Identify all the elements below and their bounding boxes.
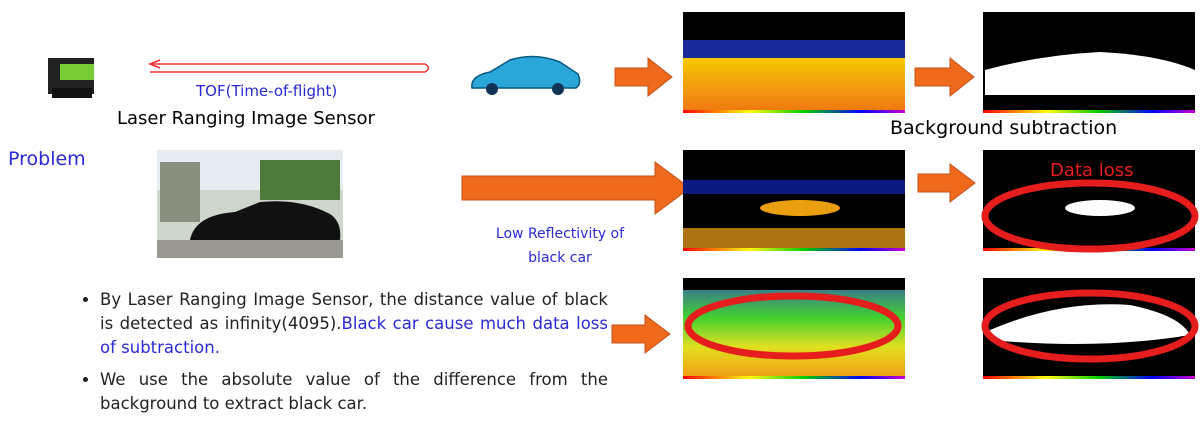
tof-label: TOF(Time-of-flight) [196,82,338,100]
arrows [461,56,976,355]
subtraction-image [983,12,1195,113]
reflectivity-label: Low Reflectivity of black car [470,222,650,270]
laser-beam [147,59,430,73]
car-wheel [486,83,498,95]
depth-image [683,278,905,379]
label-line: Low Reflectivity of [495,226,625,242]
caption: Background subtraction [890,117,1118,139]
bullet: We use the absolute value of the differe… [100,368,608,416]
bullet-list: By Laser Ranging Image Sensor, the dista… [48,288,608,424]
bullet-text: By Laser Ranging Image Sensor, the dista… [100,290,608,333]
sensor-label: Laser Ranging Image Sensor [117,108,375,129]
bullet-highlight: Black car cause much data loss of subtra… [100,314,608,357]
sensor-icon [48,58,94,98]
car-wheel [552,83,564,95]
subtraction-image [981,278,1199,379]
data-loss-label: Data loss [1050,160,1134,181]
bullet: By Laser Ranging Image Sensor, the dista… [100,288,608,360]
photo [157,150,343,258]
subtraction-image [981,150,1199,253]
label-line: black car [528,250,592,266]
bullet-text: We use the absolute value of the differe… [100,370,608,413]
car-icon [471,55,581,89]
depth-image [683,12,905,113]
depth-image [683,150,905,251]
problem-heading: Problem [8,148,86,170]
